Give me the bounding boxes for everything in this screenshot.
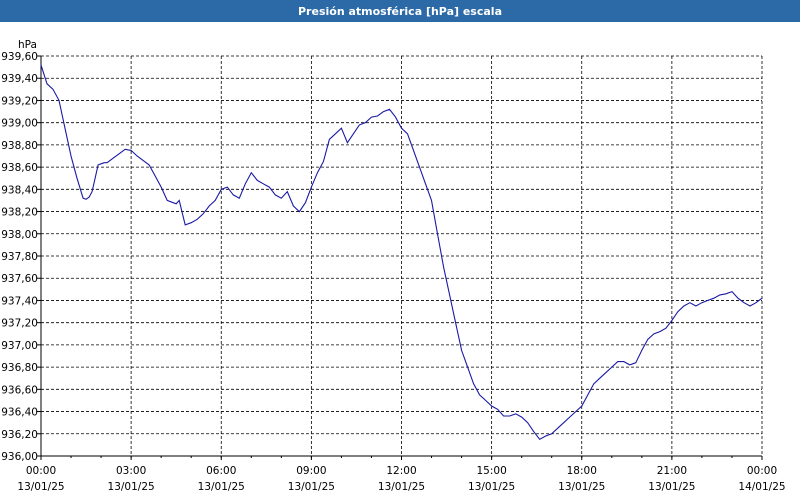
y-tick-label: 938,00	[1, 229, 38, 241]
x-tick-label-date: 13/01/25	[17, 481, 64, 493]
x-tick-label-date: 13/01/25	[108, 481, 155, 493]
chart-area: 939,60 939,40 939,20 939,00 938,80 938,60 938,…	[0, 22, 800, 500]
x-tick-label-date: 13/01/25	[288, 481, 335, 493]
y-tick-label: 939,60	[1, 51, 38, 63]
y-tick-label: 938,20	[1, 207, 38, 219]
x-tick-label-time: 03:00	[116, 465, 146, 477]
y-tick-label: 939,20	[1, 95, 38, 107]
x-tick-label-time: 15:00	[476, 465, 506, 477]
x-tick-label-time: 00:00	[26, 465, 56, 477]
x-tick-label-date: 13/01/25	[198, 481, 245, 493]
y-tick-label: 936,00	[1, 451, 38, 463]
y-tick-label: 938,60	[1, 162, 38, 174]
y-tick-label: 937,40	[1, 295, 38, 307]
x-tick-label-time: 12:00	[386, 465, 416, 477]
x-tick-label-date: 13/01/25	[378, 481, 425, 493]
y-tick-label: 937,80	[1, 251, 38, 263]
pressure-line-chart: 939,60 939,40 939,20 939,00 938,80 938,60 938,…	[1, 39, 785, 493]
x-tick-label-date: 14/01/25	[738, 481, 785, 493]
y-tick-label: 939,00	[1, 118, 38, 130]
y-tick-label: 938,40	[1, 184, 38, 196]
y-axis-unit-label: hPa	[18, 39, 37, 51]
x-tick-label-date: 13/01/25	[648, 481, 695, 493]
series-line-pressure	[40, 64, 763, 441]
y-tick-label: 936,60	[1, 384, 38, 396]
x-tick-label-time: 06:00	[206, 465, 236, 477]
y-tick-label: 937,60	[1, 273, 38, 285]
chart-title: Presión atmosférica [hPa] escala	[0, 0, 800, 22]
y-tick-label: 938,80	[1, 140, 38, 152]
x-tick-label-date: 13/01/25	[558, 481, 605, 493]
y-tick-label: 936,80	[1, 362, 38, 374]
y-tick-label: 939,40	[1, 73, 38, 85]
y-tick-label: 937,20	[1, 318, 38, 330]
x-tick-label-time: 00:00	[747, 465, 777, 477]
y-tick-label: 937,00	[1, 340, 38, 352]
x-tick-label-time: 09:00	[296, 465, 326, 477]
y-tick-label: 936,40	[1, 407, 38, 419]
x-tick-label-time: 18:00	[567, 465, 597, 477]
x-tick-label-time: 21:00	[657, 465, 687, 477]
x-tick-label-date: 13/01/25	[468, 481, 515, 493]
y-tick-label: 936,20	[1, 429, 38, 441]
